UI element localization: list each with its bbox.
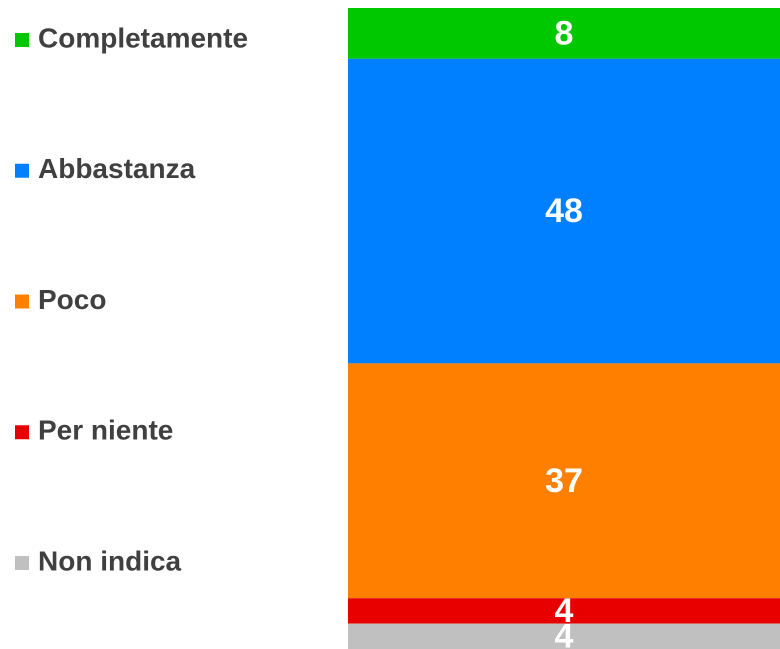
data-label: 4 — [555, 617, 574, 649]
bar-segment — [348, 58, 780, 364]
legend-swatch — [15, 163, 29, 178]
data-label: 48 — [545, 192, 583, 230]
bar-segment — [348, 8, 780, 59]
legend-label: Abbastanza — [38, 153, 196, 184]
legend-swatch — [15, 425, 29, 440]
legend-label: Per niente — [38, 415, 173, 446]
legend-label: Poco — [38, 284, 106, 315]
data-label: 4 — [555, 592, 574, 630]
bar-segment — [348, 598, 780, 624]
bar-segment — [348, 363, 780, 599]
legend-swatch — [15, 294, 29, 309]
legend-label: Completamente — [38, 22, 248, 53]
data-label: 37 — [545, 462, 583, 500]
legend-label: Non indica — [38, 545, 182, 576]
data-label: 8 — [555, 14, 574, 52]
legend-swatch — [15, 556, 29, 570]
bar-segment — [348, 623, 780, 649]
legend-swatch — [15, 33, 29, 47]
